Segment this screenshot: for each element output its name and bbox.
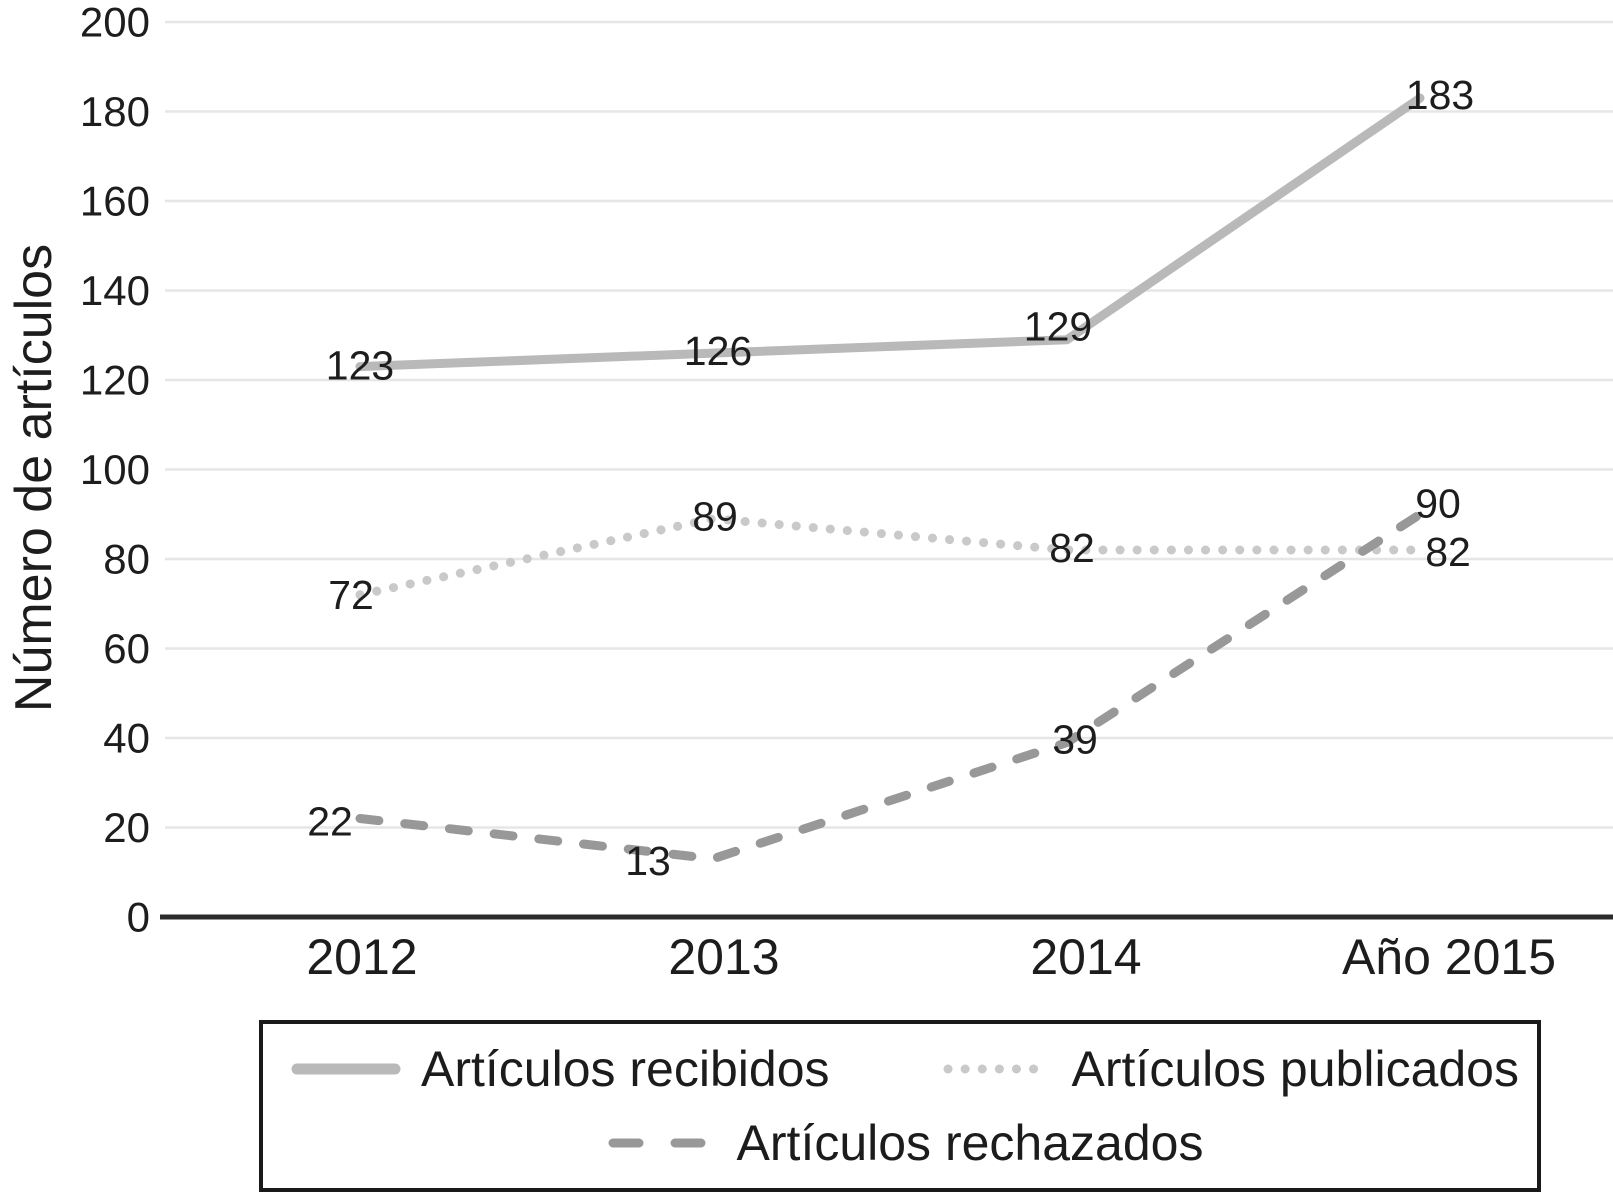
legend-item-rechazados: Artículos rechazados [607,1114,1204,1172]
legend-row-2: Artículos rechazados [263,1114,1537,1172]
series-line-1 [355,514,1425,600]
data-label: 82 [1425,529,1471,575]
legend: Artículos recibidos Artículos publicados… [259,1020,1541,1192]
y-tick-label: 80 [103,536,150,583]
y-tick-label: 60 [103,625,150,672]
solid-line-swatch [291,1063,401,1075]
data-label: 183 [1406,72,1474,118]
dashed-line-swatch [608,1138,716,1148]
dotted-line-swatch [943,1064,1051,1074]
data-label: 82 [1049,525,1095,571]
legend-label-rechazados: Artículos rechazados [736,1115,1204,1171]
legend-item-recibidos: Artículos recibidos [291,1040,830,1098]
y-tick-label: 180 [80,88,150,135]
y-tick-label: 100 [80,446,150,493]
data-label: 72 [328,572,374,618]
data-label: 90 [1415,480,1461,526]
y-tick-label: 20 [103,804,150,851]
legend-label-publicados: Artículos publicados [1071,1041,1519,1097]
y-axis-title: Número de artículos [5,243,63,713]
x-tick-label: 2013 [668,929,779,985]
legend-label-recibidos: Artículos recibidos [421,1041,830,1097]
data-label: 39 [1052,717,1098,763]
y-tick-label: 120 [80,357,150,404]
data-label: 126 [684,328,752,374]
y-tick-label: 200 [80,0,150,46]
data-label: 123 [326,343,394,389]
y-tick-label: 140 [80,267,150,314]
series-line-0 [355,93,1425,372]
legend-row-1: Artículos recibidos Artículos publicados [263,1040,1537,1098]
x-tick-label: 2012 [306,929,417,985]
data-label: 129 [1024,304,1092,350]
legend-item-publicados: Artículos publicados [942,1040,1519,1098]
y-tick-label: 160 [80,178,150,225]
y-tick-label: 0 [127,894,150,941]
x-tick-label: 2014 [1030,929,1141,985]
y-tick-label: 40 [103,715,150,762]
data-label: 13 [625,838,671,884]
data-label: 89 [692,494,738,540]
data-label: 22 [307,799,353,845]
series-line-2 [355,509,1425,864]
x-tick-label: Año 2015 [1342,929,1556,985]
